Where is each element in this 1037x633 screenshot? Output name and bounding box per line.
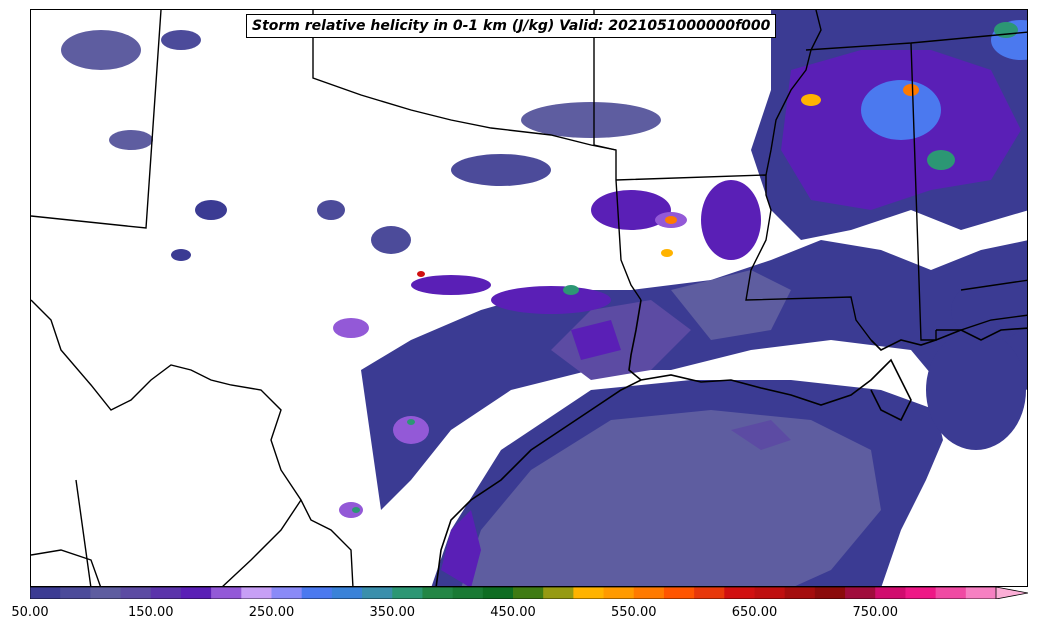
colorbar-segment <box>362 587 393 599</box>
colorbar-segment <box>694 587 725 599</box>
colorbar-segment <box>422 587 454 599</box>
colorbar-tick-label: 250.00 <box>248 605 295 620</box>
colorbar-tick-label: 450.00 <box>490 605 536 620</box>
colorbar-segment <box>633 587 665 599</box>
scattered-helicity-cells <box>61 20 1027 518</box>
colorbar-segment <box>120 587 152 599</box>
colorbar-segment <box>573 587 605 599</box>
colorbar-segment <box>543 587 574 599</box>
colorbar-segment <box>814 587 846 599</box>
colorbar-segment <box>241 587 273 599</box>
map-title: Storm relative helicity in 0-1 km (J/kg)… <box>246 14 777 38</box>
colorbar-segment <box>875 587 907 599</box>
colorbar-tick-label: 750.00 <box>852 605 899 620</box>
colorbar-segment <box>331 587 363 599</box>
colorbar-segment <box>603 587 635 599</box>
colorbar-segment <box>754 587 786 599</box>
colorbar-segment <box>150 587 182 599</box>
colorbar-segment <box>965 587 997 599</box>
colorbar-segment <box>845 587 876 599</box>
colorbar-tick-label: 550.00 <box>611 605 657 620</box>
colorbar-tick-label: 150.00 <box>128 605 174 620</box>
colorbar <box>30 587 1028 599</box>
colorbar-tick-label: 650.00 <box>731 605 778 620</box>
colorbar-segment <box>482 587 514 599</box>
colorbar-extend-arrow <box>995 587 1028 599</box>
colorbar-segment <box>513 587 544 599</box>
colorbar-segment <box>905 587 937 599</box>
colorbar-segment <box>301 587 333 599</box>
colorbar-segment <box>784 587 816 599</box>
colorbar-segment <box>271 587 303 599</box>
colorbar-segment <box>452 587 484 599</box>
helicity-map <box>31 10 1027 586</box>
colorbar-segment <box>935 587 967 599</box>
colorbar-segment <box>180 587 212 599</box>
colorbar-segment <box>90 587 122 599</box>
colorbar-segment <box>724 587 756 599</box>
gulf-helicity-field <box>431 380 943 586</box>
colorbar-tick-label: 350.00 <box>369 605 416 620</box>
colorbar-segment <box>211 587 242 599</box>
colorbar-segment <box>663 587 695 599</box>
colorbar-segment <box>60 587 91 599</box>
map-panel <box>30 9 1028 587</box>
colorbar-segment <box>392 587 424 599</box>
colorbar-segment <box>30 587 61 599</box>
state-borders <box>31 10 1027 586</box>
coastline <box>435 299 1027 586</box>
colorbar-tick-label: 50.00 <box>11 605 49 620</box>
